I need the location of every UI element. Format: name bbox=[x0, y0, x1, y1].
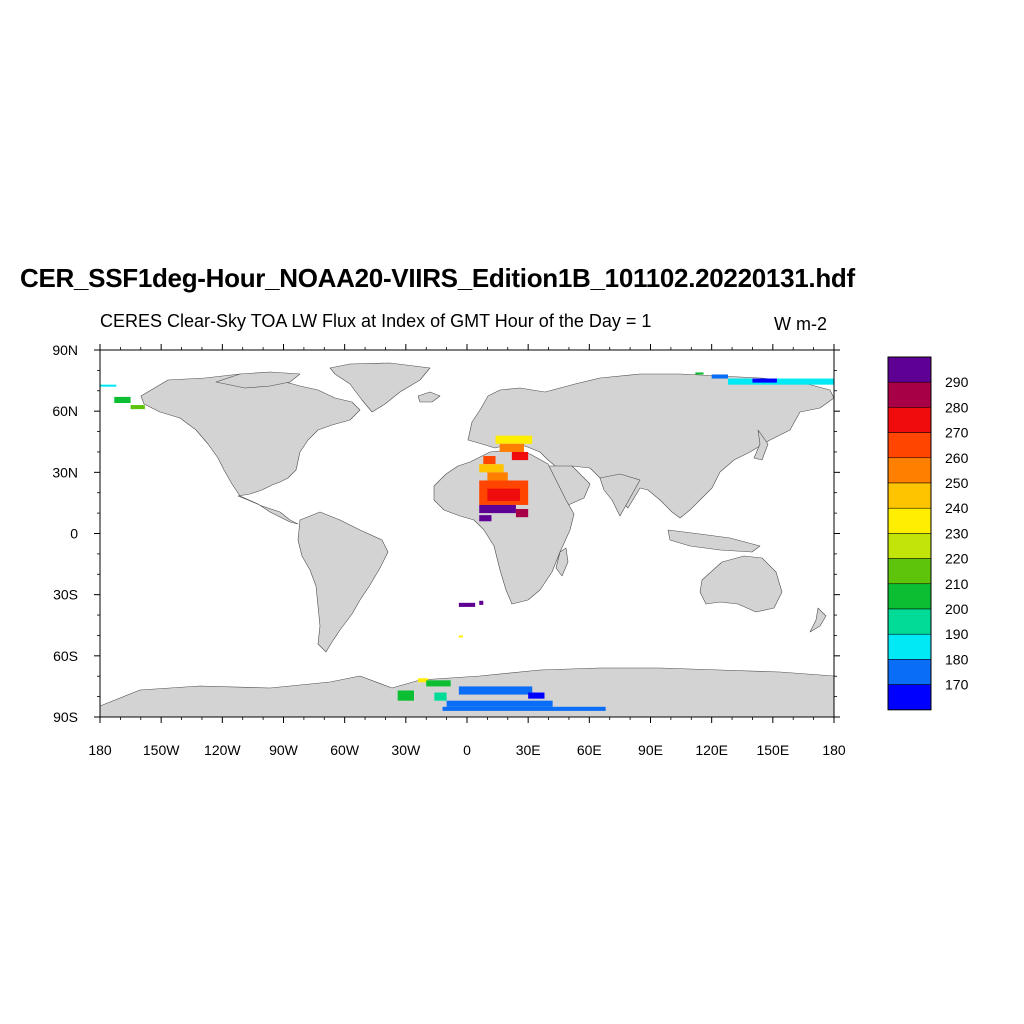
colorbar-swatch bbox=[887, 583, 932, 610]
colorbar-swatch bbox=[887, 356, 932, 383]
lon-tick-label: 0 bbox=[463, 742, 471, 758]
lat-tick-label: 30S bbox=[53, 587, 78, 603]
colorbar: 290 280 270 260 250 240 230 220 210 200 190 180 170 bbox=[887, 356, 969, 711]
colorbar-label: 240 bbox=[945, 500, 969, 516]
lon-tick-label: 150E bbox=[756, 742, 789, 758]
colorbar-label: 230 bbox=[945, 525, 969, 541]
flux-cell bbox=[499, 443, 525, 452]
flux-cell bbox=[479, 515, 492, 522]
lat-tick-label: 60S bbox=[53, 648, 78, 664]
flux-cell bbox=[528, 692, 545, 699]
colorbar-swatch bbox=[887, 482, 932, 509]
colorbar-swatch bbox=[887, 507, 932, 534]
colorbar-label: 210 bbox=[945, 576, 969, 592]
flux-cell bbox=[515, 509, 529, 518]
lon-tick-label: 180 bbox=[88, 742, 112, 758]
lon-tick-label: 30W bbox=[391, 742, 421, 758]
flux-cell bbox=[479, 464, 504, 473]
flux-cell bbox=[752, 378, 777, 383]
flux-cell bbox=[458, 635, 463, 638]
colorbar-label: 280 bbox=[945, 399, 969, 415]
flux-cell bbox=[130, 405, 145, 410]
flux-cell bbox=[434, 692, 447, 701]
flux-cell bbox=[727, 378, 834, 385]
page-title: CER_SSF1deg-Hour_NOAA20-VIIRS_Edition1B_… bbox=[20, 263, 855, 293]
map-plot-area bbox=[99, 349, 835, 718]
lat-tick-label: 0 bbox=[70, 526, 78, 542]
colorbar-label: 190 bbox=[945, 626, 969, 642]
colorbar-swatch bbox=[887, 457, 932, 484]
colorbar-swatch bbox=[887, 608, 932, 635]
lon-tick-label: 60W bbox=[330, 742, 360, 758]
land-japan bbox=[753, 429, 769, 461]
colorbar-swatch bbox=[887, 533, 932, 559]
flux-cell bbox=[487, 472, 508, 481]
lon-tick-label: 120W bbox=[204, 742, 241, 758]
land-arctic-islands bbox=[215, 371, 301, 389]
land-south-america bbox=[297, 511, 389, 653]
lon-tick-label: 30E bbox=[516, 742, 541, 758]
flux-cell bbox=[442, 706, 606, 711]
colorbar-swatch bbox=[887, 659, 932, 685]
land-north-america bbox=[140, 373, 361, 525]
flux-cell bbox=[695, 372, 704, 375]
flux-cell bbox=[446, 700, 553, 707]
flux-cell bbox=[479, 504, 516, 514]
colorbar-swatch bbox=[887, 684, 932, 711]
flux-data-cells bbox=[100, 372, 834, 711]
lon-tick-label: 120E bbox=[695, 742, 728, 758]
map-axes: 90N 60N 30N 0 30S 60S 90S 180 150W 120W 90W 60W 30W 0… bbox=[52, 342, 846, 758]
land-new-zealand bbox=[809, 607, 827, 633]
lon-tick-label: 60E bbox=[577, 742, 602, 758]
lat-tick-label: 90S bbox=[53, 709, 78, 725]
colorbar-swatch bbox=[887, 432, 932, 459]
land-indonesia bbox=[667, 529, 761, 553]
lon-tick-label: 90W bbox=[269, 742, 299, 758]
flux-cell bbox=[418, 678, 429, 683]
land-africa bbox=[433, 449, 575, 605]
flux-cell bbox=[458, 686, 533, 695]
flux-cell bbox=[479, 600, 484, 605]
flux-cell bbox=[483, 456, 496, 465]
flux-cell bbox=[397, 690, 414, 701]
flux-cell bbox=[711, 374, 728, 379]
lat-tick-label: 60N bbox=[52, 403, 78, 419]
flux-cell bbox=[100, 384, 117, 387]
colorbar-swatch bbox=[887, 633, 932, 660]
map-subtitle: CERES Clear-Sky TOA LW Flux at Index of … bbox=[100, 311, 652, 331]
units-label: W m-2 bbox=[774, 314, 827, 334]
colorbar-label: 200 bbox=[945, 601, 969, 617]
lat-tick-label: 90N bbox=[52, 342, 78, 358]
flux-cell bbox=[426, 680, 451, 687]
colorbar-label: 180 bbox=[945, 651, 969, 667]
flux-cell bbox=[495, 435, 533, 444]
lon-tick-label: 180 bbox=[822, 742, 846, 758]
colorbar-label: 260 bbox=[945, 450, 969, 466]
flux-cell bbox=[511, 451, 529, 461]
colorbar-frame bbox=[887, 356, 932, 711]
flux-cell bbox=[114, 396, 131, 404]
colorbar-swatch bbox=[887, 558, 932, 585]
flux-cell bbox=[458, 602, 476, 607]
land-australia bbox=[699, 555, 783, 613]
colorbar-label: 270 bbox=[945, 425, 969, 441]
lon-tick-label: 150W bbox=[143, 742, 180, 758]
land-madagascar bbox=[555, 547, 569, 577]
colorbar-swatch bbox=[887, 381, 932, 408]
colorbar-swatch bbox=[887, 407, 932, 433]
land-iceland bbox=[417, 391, 441, 403]
colorbar-label: 250 bbox=[945, 475, 969, 491]
colorbar-label: 220 bbox=[945, 551, 969, 567]
colorbar-label: 170 bbox=[945, 677, 969, 693]
flux-cell bbox=[487, 488, 521, 501]
colorbar-label: 290 bbox=[945, 374, 969, 390]
land-greenland bbox=[329, 362, 431, 413]
land-india bbox=[599, 473, 641, 517]
lon-tick-label: 90E bbox=[638, 742, 663, 758]
lat-tick-label: 30N bbox=[52, 464, 78, 480]
